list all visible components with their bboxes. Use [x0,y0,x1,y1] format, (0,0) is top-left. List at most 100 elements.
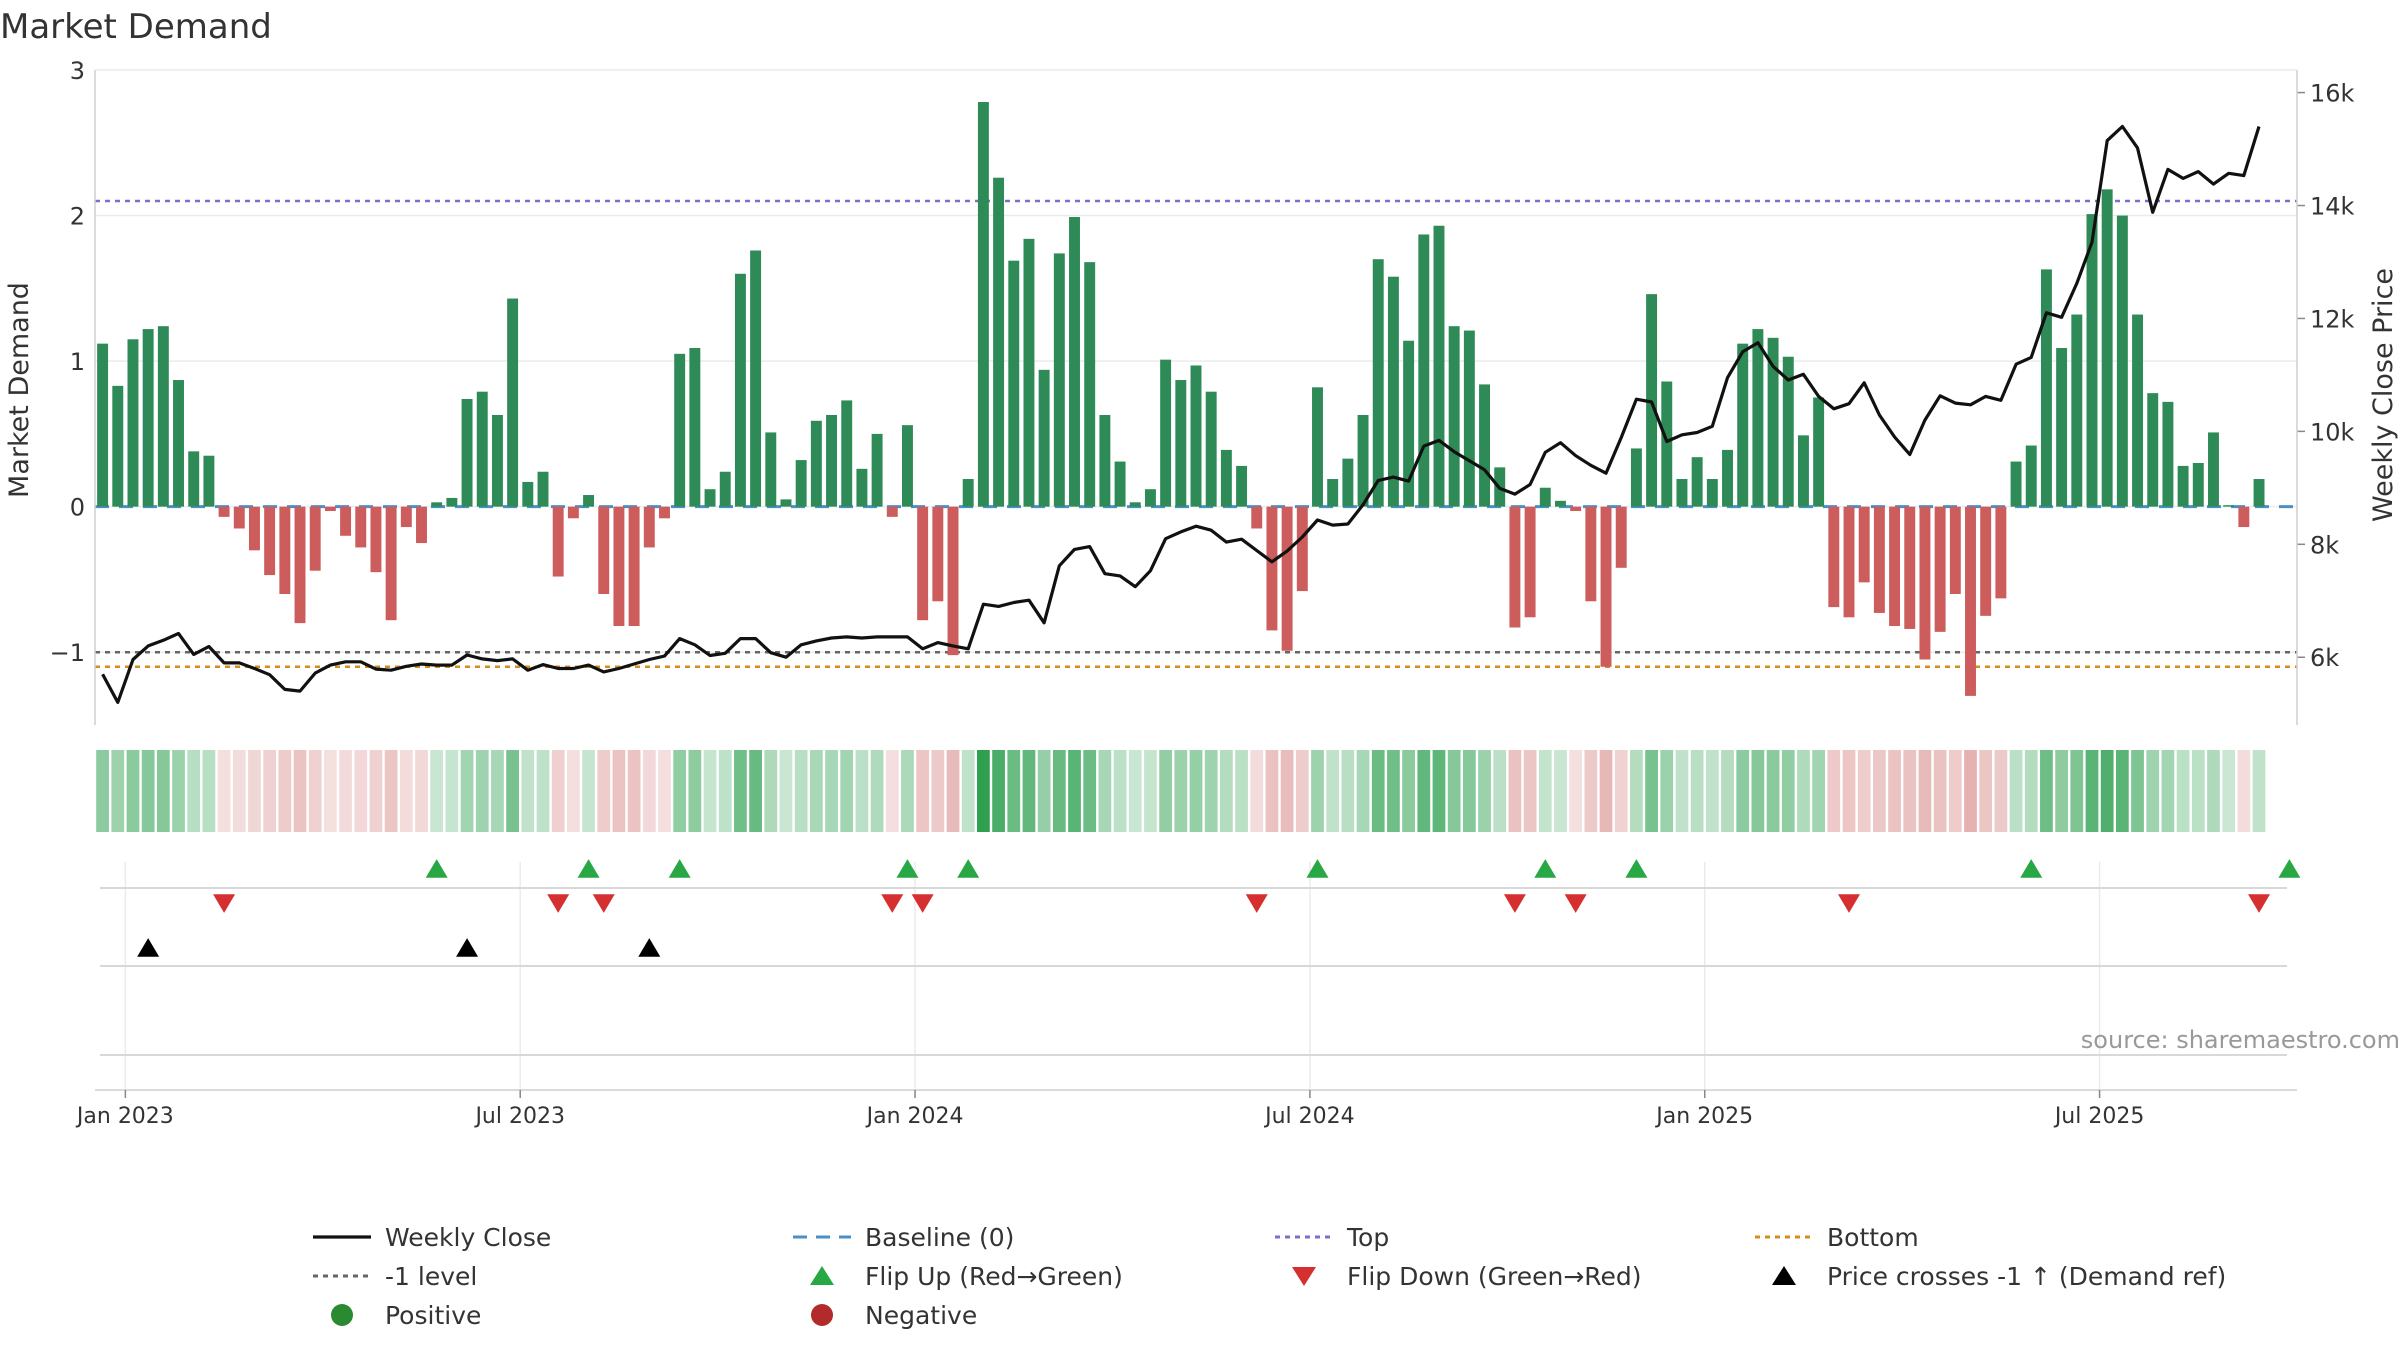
heat-cell [2161,750,2175,832]
demand-bar [810,420,822,507]
demand-bar [674,353,686,507]
heat-cell [248,750,261,832]
demand-bar [522,481,534,507]
x-tick-label: Jul 2024 [1263,1104,1355,1129]
weekly-close-line-group [101,124,2261,705]
heat-cell [1614,750,1628,832]
heat-cell [1402,750,1415,832]
demand-bar [142,329,154,507]
legend-item: Negative [811,1301,977,1330]
heat-cell [1903,750,1917,832]
demand-bar [1144,489,1156,507]
legend-item: Positive [331,1301,481,1330]
demand-bar [1433,225,1445,507]
heat-cell [1462,750,1476,832]
x-tick-label: Jan 2025 [1654,1104,1753,1129]
demand-bar [370,506,382,573]
heat-cell [126,750,140,832]
heat-cell [1630,750,1643,832]
heat-cell [521,750,535,832]
demand-bar [324,506,336,512]
heat-cell [1113,750,1127,832]
x-tick-label: Jan 2024 [865,1104,964,1129]
heat-cell [1478,750,1491,832]
legend-label: Baseline (0) [865,1223,1014,1252]
demand-bar [1691,457,1703,507]
axes: −1 0 1 2 3 6k 8k 10k 12k 14k 16k Jan 2023 Jul 2023 Ja… [50,57,2355,1129]
flip-down-marker [2248,894,2271,913]
heat-cell [2070,750,2084,832]
demand-bar [1858,506,1870,583]
heat-cell [2222,750,2236,832]
heat-cell [354,750,368,832]
heat-cell [1873,750,1886,832]
demand-bar [1327,479,1339,507]
heat-cell [1387,750,1400,832]
legend-item: Flip Up (Red→Green) [810,1262,1123,1291]
heat-cell [399,750,413,832]
demand-bar [841,400,853,507]
legend-item: Baseline (0) [793,1223,1014,1252]
heat-cell [764,750,778,832]
heat-cell [1417,750,1431,832]
demand-bar [1479,384,1491,507]
price-cross-marker [456,938,479,957]
demand-bar [431,502,443,507]
demand-heat-strip [96,750,2266,832]
demand-bar [1084,262,1096,507]
heat-cell [718,750,732,832]
demand-bar [491,414,503,507]
demand-bar [1889,506,1901,627]
demand-bar [2177,465,2189,507]
x-tick-label: Jan 2023 [75,1104,174,1129]
demand-bar [218,506,230,517]
heat-cell [1189,750,1203,832]
heat-cell [202,750,216,832]
demand-bar [1190,365,1202,507]
heat-cell [597,750,611,832]
demand-bar [1661,381,1673,507]
demand-bar [279,506,291,594]
heat-cell [1964,750,1977,832]
heat-cell [1994,750,2008,832]
heat-cell [1007,750,1021,832]
demand-bar [2223,505,2235,507]
heat-cell [2207,750,2220,832]
heat-cell [1569,750,1583,832]
flip-down-marker [592,894,615,913]
heat-cell [278,750,292,832]
demand-bar [598,506,610,594]
heat-cell [1204,750,1218,832]
legend-label: Bottom [1827,1223,1919,1252]
heat-cell [1797,750,1810,832]
demand-bar [188,451,200,507]
demand-bar [795,460,807,507]
heat-cell [551,750,565,832]
demand-bar [750,250,762,507]
heat-cell [1538,750,1552,832]
heat-cell [673,750,687,832]
demand-bar [704,489,716,507]
weekly-close-line [101,124,2261,705]
legend-item: Top [1275,1223,1389,1252]
heat-cell [840,750,854,832]
heat-cell [1356,750,1370,832]
heat-cell [339,750,352,832]
flip-up-marker [577,859,600,878]
heat-cell [658,750,671,832]
demand-bar [203,455,215,507]
heat-cell [445,750,459,832]
demand-bar [1539,487,1551,507]
legend-swatch-triangle-up-icon [1772,1266,1796,1285]
heat-cell [2100,750,2114,832]
demand-bar [1797,435,1809,507]
chart-title: Market Demand [0,7,272,47]
heat-cell [1311,750,1324,832]
heat-cell [1022,750,1036,832]
legend-item: Bottom [1755,1223,1919,1252]
heat-cell [1295,750,1309,832]
heat-cell [1128,750,1142,832]
demand-bar [1342,458,1354,507]
grid-layer [95,69,2297,1090]
legend-label: Positive [385,1301,481,1330]
